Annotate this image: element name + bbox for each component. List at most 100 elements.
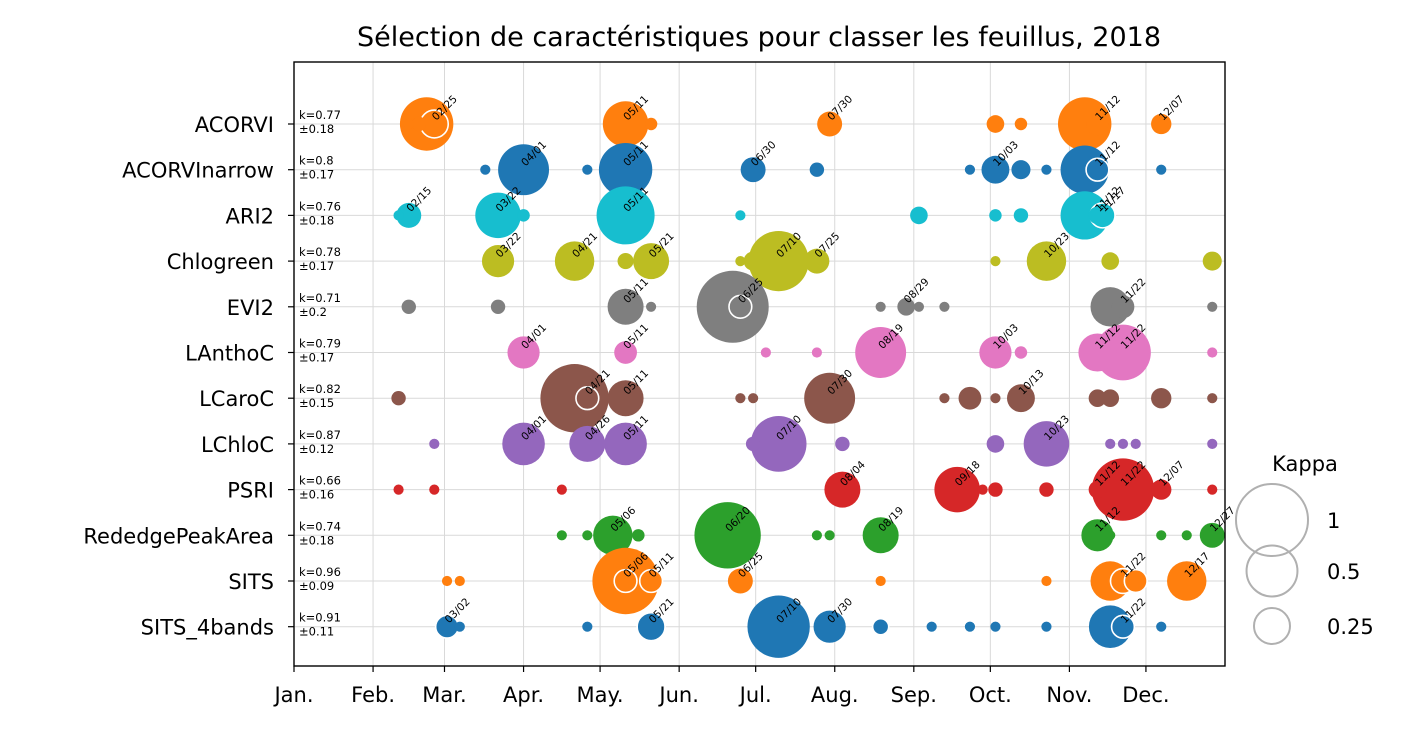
data-point — [804, 248, 830, 274]
kappa-value: k=0.79 — [299, 337, 341, 351]
x-tick-label: May. — [577, 683, 624, 707]
data-point — [1207, 484, 1218, 495]
kappa-value: k=0.8 — [299, 154, 334, 168]
data-point — [804, 372, 856, 424]
kappa-std: ±0.17 — [299, 351, 334, 365]
data-point — [910, 206, 928, 225]
kappa-value: k=0.78 — [299, 245, 341, 259]
legend-circle — [1235, 483, 1309, 557]
data-point — [1105, 438, 1116, 449]
data-point — [875, 301, 886, 312]
data-point — [602, 101, 649, 147]
data-point — [540, 364, 609, 433]
y-tick-label: LCaroC — [199, 387, 274, 411]
data-point — [1086, 112, 1109, 136]
data-point — [964, 621, 976, 632]
data-point — [811, 347, 822, 358]
data-point — [454, 621, 465, 632]
data-point — [1041, 164, 1052, 175]
data-point — [939, 301, 950, 312]
kappa-value: k=0.96 — [299, 565, 341, 579]
data-point — [745, 436, 761, 452]
y-tick-label: EVI2 — [227, 296, 274, 320]
legend-title: Kappa — [1272, 452, 1338, 476]
data-point — [1088, 206, 1107, 225]
data-point — [632, 529, 645, 542]
data-point — [1111, 295, 1135, 319]
kappa-value: k=0.77 — [299, 108, 341, 122]
plot-frame — [293, 61, 1226, 667]
data-point — [735, 210, 746, 221]
x-tick-label: Dec. — [1122, 683, 1169, 707]
x-tick-label: Jan. — [272, 683, 313, 707]
data-point — [817, 111, 843, 137]
y-tick-label: LChloC — [201, 433, 274, 457]
legend-label: 0.25 — [1327, 615, 1374, 639]
kappa-std: ±0.18 — [299, 122, 334, 136]
data-point — [633, 243, 670, 280]
data-point — [596, 186, 655, 245]
kappa-std: ±0.11 — [299, 625, 334, 639]
data-point — [1039, 482, 1054, 497]
kappa-std: ±0.17 — [299, 259, 334, 273]
data-point — [1091, 458, 1155, 521]
data-point — [614, 341, 637, 364]
data-point — [393, 210, 404, 221]
data-point-selected — [1110, 614, 1136, 639]
data-point — [747, 595, 810, 658]
data-point — [517, 209, 530, 222]
data-point — [598, 143, 653, 197]
data-point — [750, 416, 807, 472]
data-point — [1041, 621, 1052, 632]
x-tick-label: Feb. — [351, 683, 395, 707]
data-point — [1013, 208, 1029, 223]
data-point — [607, 380, 644, 417]
data-point — [760, 347, 771, 358]
data-point — [1207, 438, 1218, 449]
data-point — [1156, 530, 1167, 541]
data-point — [391, 391, 406, 406]
data-point — [1007, 384, 1035, 413]
kappa-labels: k=0.77±0.18k=0.8±0.17k=0.76±0.18k=0.78±0… — [299, 108, 341, 639]
data-point — [1207, 347, 1218, 358]
data-point — [1081, 519, 1114, 552]
data-point — [964, 164, 976, 175]
data-point — [813, 610, 846, 643]
data-point — [1088, 389, 1107, 408]
data-point — [1199, 522, 1225, 548]
data-point — [593, 515, 633, 556]
x-tick-label: Jun. — [657, 683, 699, 707]
data-point — [958, 386, 982, 410]
kappa-value: k=0.87 — [299, 428, 341, 442]
data-point — [735, 393, 746, 404]
y-tick-label: SITS_4bands — [141, 616, 274, 641]
legend-label: 1 — [1327, 509, 1340, 533]
kappa-value: k=0.71 — [299, 291, 341, 305]
data-point-selected — [871, 617, 890, 636]
kappa-std: ±0.09 — [299, 579, 334, 593]
kappa-std: ±0.18 — [299, 533, 334, 547]
data-point — [582, 621, 593, 632]
data-point — [1207, 301, 1218, 312]
kappa-value: k=0.66 — [299, 474, 341, 488]
data-point — [507, 336, 540, 369]
data-point — [981, 155, 1010, 184]
data-point-selected — [613, 568, 638, 594]
data-point — [1202, 251, 1222, 271]
data-point — [835, 436, 850, 452]
legend-label: 0.5 — [1327, 560, 1360, 584]
y-tick-label: Chlogreen — [167, 250, 274, 274]
data-point — [607, 288, 644, 325]
y-tick-label: LAnthoC — [185, 342, 274, 366]
data-point — [556, 530, 567, 541]
data-point — [1151, 388, 1172, 409]
legend-circle — [1253, 607, 1291, 645]
chart-title: Sélection de caractéristiques pour class… — [357, 22, 1161, 53]
data-point-selected — [1085, 157, 1110, 182]
data-point — [644, 117, 658, 131]
data-point — [824, 471, 861, 508]
data-point — [490, 299, 506, 314]
y-tick-label: ACORVI — [195, 113, 274, 137]
data-point-selected — [1123, 568, 1148, 594]
